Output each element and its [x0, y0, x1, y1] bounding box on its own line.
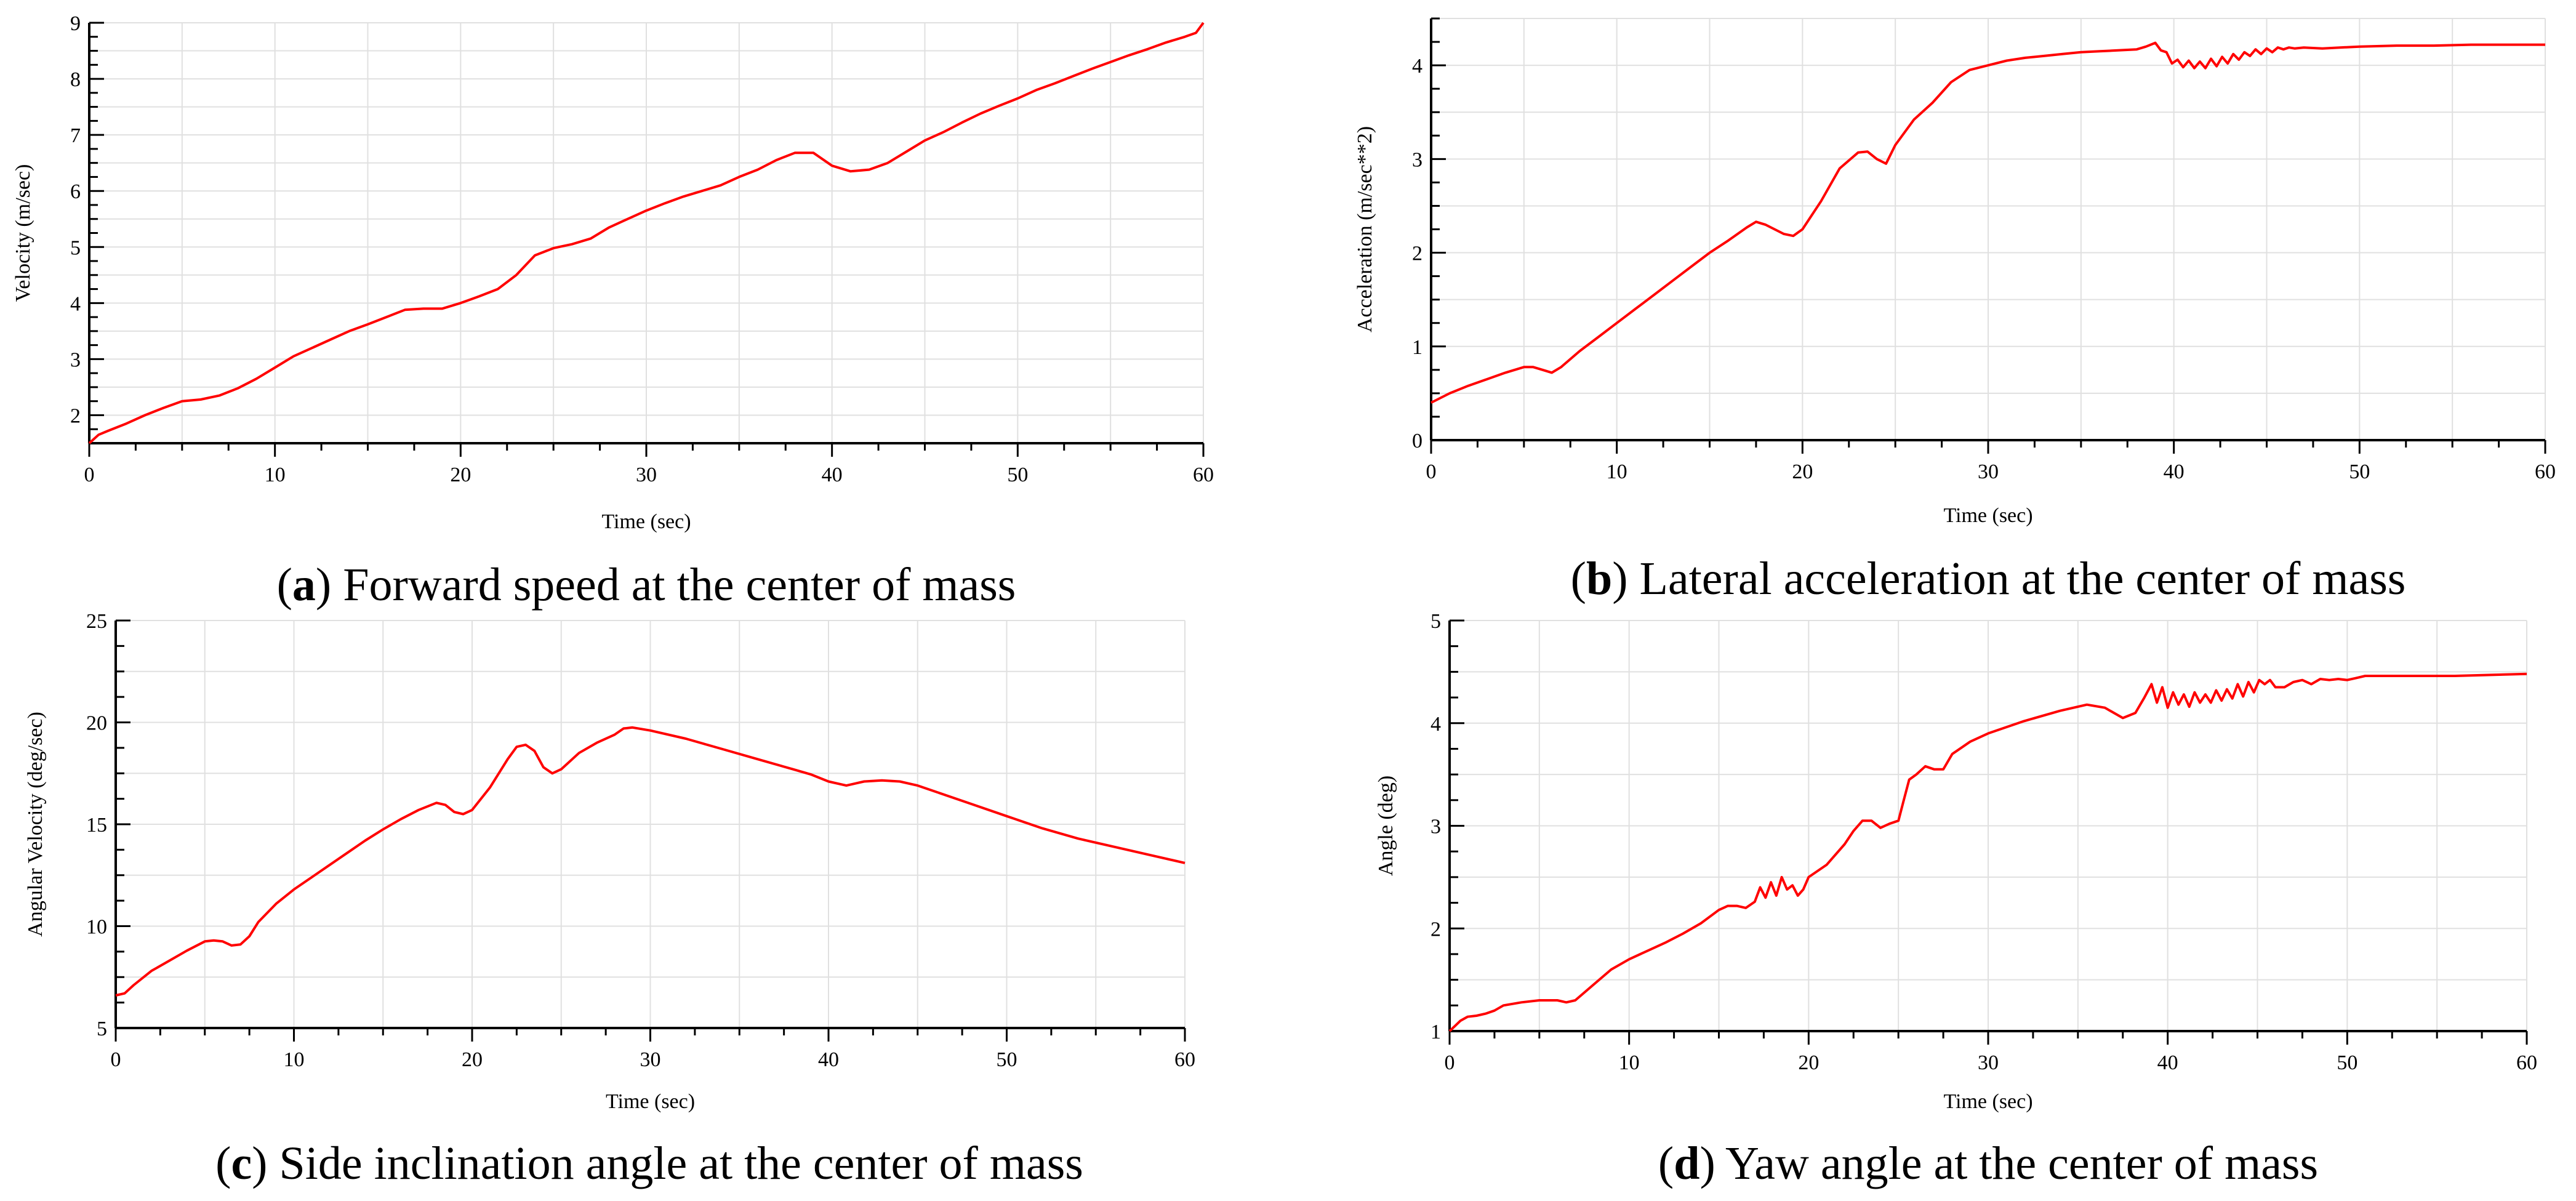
y-tick-label: 15	[86, 814, 107, 837]
x-tick-label: 20	[1798, 1051, 1819, 1074]
series-line	[1430, 41, 2545, 404]
x-tick-label: 60	[1174, 1048, 1195, 1071]
y-tick-label: 3	[1412, 148, 1422, 171]
chart-caption: (b) Lateral acceleration at the center o…	[1571, 553, 2406, 605]
y-tick-label: 8	[70, 68, 81, 91]
caption-letter: a	[292, 559, 316, 611]
x-tick-label: 60	[2535, 460, 2556, 483]
chart-caption: (c) Side inclination angle at the center…	[215, 1138, 1083, 1189]
x-axis-label: Time (sec)	[606, 1090, 695, 1113]
caption-paren-close: )	[1699, 1138, 1725, 1189]
grid	[115, 620, 1186, 1029]
caption-paren-open: (	[1658, 1138, 1674, 1189]
caption-letter: b	[1586, 553, 1612, 605]
x-tick-label: 40	[822, 464, 843, 486]
caption-paren-close: )	[252, 1138, 279, 1189]
caption-paren-close: )	[1612, 553, 1639, 605]
y-tick-label: 4	[70, 292, 81, 315]
chart-a: 0 10 20 30 40 50 60 2 3 4 5 6 7 8 9 Time (sec) Velocity …	[12, 12, 1214, 611]
caption-text: Forward speed at the center of mass	[343, 559, 1016, 611]
caption-text: Lateral acceleration at the center of ma…	[1640, 553, 2406, 605]
caption-paren-open: (	[277, 559, 292, 611]
x-tick-label: 0	[111, 1048, 121, 1071]
y-tick-label: 3	[70, 348, 81, 371]
caption-paren-open: (	[215, 1138, 231, 1189]
x-tick-label: 50	[1007, 464, 1028, 486]
x-tick-label: 40	[2157, 1051, 2178, 1074]
y-tick-label: 2	[1412, 243, 1422, 265]
y-tick-label: 10	[86, 916, 107, 939]
y-tick-label: 1	[1430, 1021, 1441, 1043]
y-tick-label: 7	[70, 124, 81, 147]
x-tick-label: 20	[450, 464, 471, 486]
caption-letter: d	[1674, 1138, 1699, 1189]
x-tick-label: 50	[2349, 460, 2370, 483]
grid	[1430, 18, 2546, 441]
x-tick-label: 60	[2516, 1051, 2537, 1074]
y-tick-label: 2	[70, 404, 81, 427]
y-tick-label: 0	[1412, 430, 1422, 452]
caption-text: Yaw angle at the center of mass	[1725, 1138, 2318, 1189]
x-tick-label: 0	[1445, 1051, 1455, 1074]
x-axis-label: Time (sec)	[601, 510, 691, 533]
chart-caption: (d) Yaw angle at the center of mass	[1658, 1138, 2318, 1189]
x-tick-label: 50	[2337, 1051, 2357, 1074]
series-line	[1448, 672, 2527, 1032]
y-tick-label: 20	[86, 712, 107, 735]
x-tick-label: 30	[636, 464, 657, 486]
y-tick-label: 4	[1412, 55, 1422, 78]
x-axis-label: Time (sec)	[1943, 504, 2032, 527]
y-axis-label: Angular Velocity (deg/sec)	[24, 712, 47, 937]
caption-paren-open: (	[1571, 553, 1586, 605]
chart-b: 0 10 20 30 40 50 60 0 1 2 3 4 Time (sec) Acceleration…	[1354, 17, 2556, 605]
x-tick-label: 60	[1193, 464, 1214, 486]
x-tick-label: 0	[1426, 460, 1437, 483]
y-tick-label: 1	[1412, 336, 1422, 359]
x-tick-label: 0	[84, 464, 95, 486]
caption-letter: c	[231, 1138, 252, 1189]
x-tick-label: 10	[284, 1048, 305, 1071]
chart-d: 0 10 20 30 40 50 60 1 2 3 4 5 Time (sec) Angle (deg) (…	[1374, 610, 2537, 1189]
x-tick-label: 30	[1978, 460, 1999, 483]
y-tick-label: 5	[97, 1018, 107, 1040]
series-line	[115, 726, 1186, 997]
x-tick-label: 20	[462, 1048, 483, 1071]
x-tick-label: 50	[997, 1048, 1017, 1071]
x-tick-label: 40	[818, 1048, 839, 1071]
x-tick-label: 10	[265, 464, 286, 486]
y-tick-label: 4	[1430, 713, 1441, 736]
caption-text: Side inclination angle at the center of …	[279, 1138, 1083, 1189]
chart-c: 0 10 20 30 40 50 60 5 10 15 20 25 Time (sec) Angular …	[24, 610, 1195, 1189]
x-tick-label: 10	[1619, 1051, 1640, 1074]
x-tick-label: 20	[1792, 460, 1813, 483]
x-tick-label: 10	[1607, 460, 1627, 483]
caption-paren-close: )	[316, 559, 343, 611]
y-tick-label: 5	[1430, 610, 1441, 633]
y-axis-label: Velocity (m/sec)	[12, 164, 34, 302]
x-tick-label: 40	[2164, 460, 2185, 483]
x-axis-label: Time (sec)	[1943, 1090, 2032, 1113]
x-tick-label: 30	[1978, 1051, 1999, 1074]
y-tick-label: 9	[70, 12, 81, 35]
chart-caption: (a) Forward speed at the center of mass	[277, 559, 1016, 611]
series-line	[88, 22, 1205, 444]
grid	[89, 22, 1204, 444]
x-tick-label: 30	[640, 1048, 661, 1071]
y-axis-label: Angle (deg)	[1374, 776, 1397, 876]
y-tick-label: 25	[86, 610, 107, 633]
y-tick-label: 3	[1430, 816, 1441, 838]
y-tick-label: 2	[1430, 918, 1441, 941]
y-axis-label: Acceleration (m/sec**2)	[1354, 126, 1376, 332]
y-tick-label: 6	[70, 180, 81, 203]
y-tick-label: 5	[70, 236, 81, 259]
